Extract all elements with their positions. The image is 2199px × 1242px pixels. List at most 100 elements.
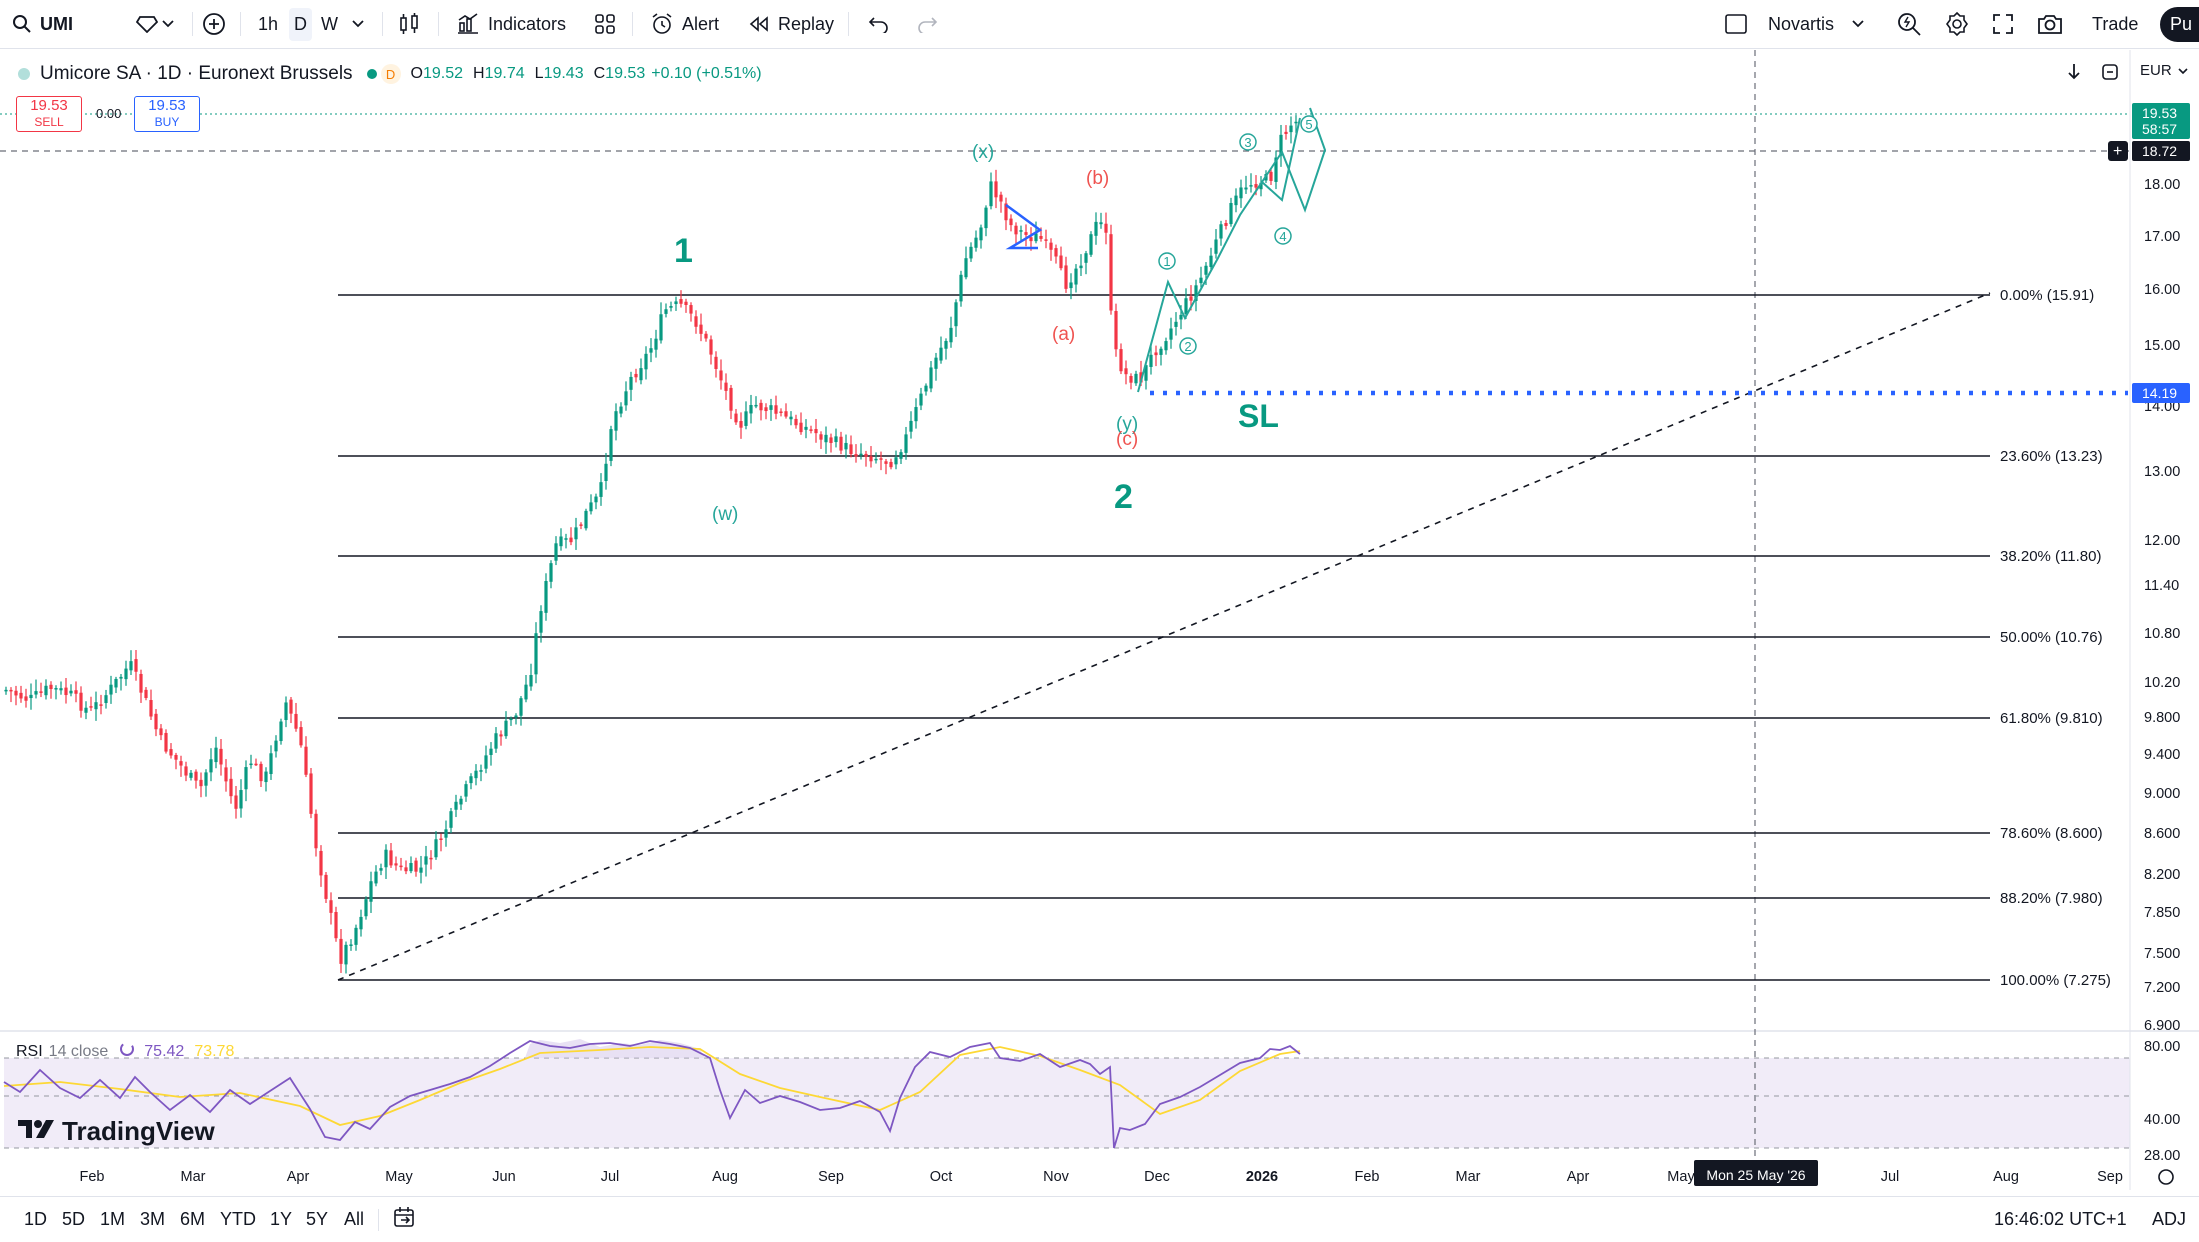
candle-body bbox=[559, 536, 563, 547]
candle-body bbox=[379, 868, 383, 871]
scroll-to-latest-button[interactable] bbox=[2066, 62, 2082, 87]
candle-body bbox=[839, 436, 843, 451]
candle-body bbox=[169, 749, 173, 756]
redo-button[interactable] bbox=[916, 0, 938, 48]
candle-body bbox=[1204, 265, 1208, 275]
range-5d[interactable]: 5D bbox=[62, 1197, 85, 1242]
sell-button[interactable]: 19.53 SELL bbox=[16, 96, 82, 132]
grid-icon bbox=[594, 13, 616, 35]
candle-body bbox=[704, 333, 708, 339]
range-ytd[interactable]: YTD bbox=[220, 1197, 256, 1242]
time-tick: Jun bbox=[492, 1169, 515, 1185]
candle-body bbox=[614, 411, 618, 431]
layout-select[interactable]: Novartis bbox=[1724, 0, 1864, 48]
undo-button[interactable] bbox=[868, 0, 890, 48]
templates-button[interactable] bbox=[594, 0, 616, 48]
snapshot-button[interactable] bbox=[2036, 0, 2064, 48]
candle-body bbox=[564, 538, 568, 540]
timezone-button[interactable]: 16:46:02 UTC+1 bbox=[1994, 1197, 2127, 1242]
candle-body bbox=[1234, 195, 1238, 206]
alert-button[interactable]: Alert bbox=[650, 0, 719, 48]
interval-menu-button[interactable] bbox=[352, 0, 364, 48]
replay-button[interactable]: Replay bbox=[748, 0, 834, 48]
price-axis[interactable]: 18.00 17.00 16.00 15.00 14.00 13.00 12.0… bbox=[2144, 177, 2180, 1164]
settings-button[interactable] bbox=[1944, 0, 1970, 48]
range-1y[interactable]: 1Y bbox=[270, 1197, 292, 1242]
price-chart[interactable]: 0.00% (15.91) 23.60% (13.23) 38.20% (11.80… bbox=[0, 50, 2199, 1192]
candle-body bbox=[999, 194, 1003, 202]
symbol-search[interactable]: UMI bbox=[12, 0, 73, 48]
candle-body bbox=[1114, 311, 1118, 350]
adj-label: ADJ bbox=[2152, 1209, 2187, 1229]
buy-price: 19.53 bbox=[148, 97, 186, 114]
stop-price-tag bbox=[2132, 383, 2190, 403]
rsi-pane[interactable] bbox=[3, 1039, 2130, 1149]
candle-body bbox=[9, 689, 13, 692]
rsi-legend[interactable]: RSI 14 close 75.42 73.78 bbox=[16, 1040, 234, 1063]
candle-body bbox=[134, 659, 138, 672]
price-tick: 18.00 bbox=[2144, 177, 2180, 193]
indicators-button[interactable]: Indicators bbox=[456, 0, 566, 48]
time-axis-settings-button[interactable] bbox=[2158, 1169, 2174, 1185]
sell-price: 19.53 bbox=[30, 97, 68, 114]
adjust-button[interactable]: ADJ bbox=[2152, 1197, 2186, 1242]
candle-body bbox=[984, 207, 988, 229]
wave-c-label: (c) bbox=[1116, 429, 1138, 450]
autoscale-button[interactable] bbox=[2100, 62, 2120, 87]
candle-body bbox=[1014, 225, 1018, 235]
candle-body bbox=[759, 402, 763, 411]
range-all[interactable]: All bbox=[344, 1197, 364, 1242]
fibonacci-retracement[interactable]: 0.00% (15.91) 23.60% (13.23) 38.20% (11.80… bbox=[338, 287, 2111, 989]
candle-body bbox=[419, 867, 423, 873]
trade-label: Trade bbox=[2092, 13, 2139, 34]
top-toolbar: UMI 1h D W Indicators Alert Replay Novar… bbox=[0, 0, 2199, 49]
candle-body bbox=[1069, 282, 1073, 289]
add-symbol-button[interactable] bbox=[202, 0, 226, 48]
candle-body bbox=[319, 850, 323, 876]
gear-icon bbox=[2158, 1169, 2174, 1185]
candle-body bbox=[1009, 218, 1013, 226]
candle-body bbox=[1134, 373, 1138, 384]
fullscreen-button[interactable] bbox=[1992, 0, 2014, 48]
candle-body bbox=[1279, 134, 1283, 156]
candle-body bbox=[1124, 368, 1128, 375]
candle-body bbox=[994, 181, 998, 198]
candle-body bbox=[239, 790, 243, 809]
time-tick: Mar bbox=[181, 1169, 206, 1185]
go-to-date-button[interactable] bbox=[392, 1197, 416, 1242]
compare-button[interactable] bbox=[136, 0, 174, 48]
range-6m[interactable]: 6M bbox=[180, 1197, 205, 1242]
range-1m[interactable]: 1M bbox=[100, 1197, 125, 1242]
currency-select[interactable]: EUR bbox=[2140, 62, 2188, 79]
chart-type-button[interactable] bbox=[398, 0, 420, 48]
interval-1h[interactable]: 1h bbox=[258, 0, 278, 48]
bar-countdown: 58:57 bbox=[2142, 121, 2177, 137]
candle-body bbox=[1184, 298, 1188, 315]
minor-wave-2-marker bbox=[1179, 337, 1197, 355]
candle-body bbox=[784, 411, 788, 417]
status-badge: D bbox=[380, 64, 401, 84]
time-tick: May bbox=[1667, 1169, 1695, 1185]
candle-body bbox=[194, 771, 198, 781]
range-1d[interactable]: 1D bbox=[24, 1197, 47, 1242]
publish-button[interactable]: Pu bbox=[2160, 0, 2199, 48]
interval-w[interactable]: W bbox=[321, 0, 338, 48]
minor-wave-2-label: 2 bbox=[1184, 339, 1191, 354]
candle-body bbox=[1289, 125, 1293, 133]
market-open-dot bbox=[366, 69, 377, 79]
clock-label: 16:46:02 UTC+1 bbox=[1994, 1209, 2127, 1229]
quick-search-button[interactable] bbox=[1896, 0, 1922, 48]
candle-body bbox=[1144, 365, 1148, 381]
range-3m[interactable]: 3M bbox=[140, 1197, 165, 1242]
add-order-button[interactable] bbox=[2108, 141, 2128, 161]
candle-body bbox=[129, 661, 133, 671]
candle-body bbox=[444, 829, 448, 838]
price-tick: 15.00 bbox=[2144, 338, 2180, 354]
buy-button[interactable]: 19.53 BUY bbox=[134, 96, 200, 132]
trade-button[interactable]: Trade bbox=[2092, 0, 2138, 48]
time-axis[interactable]: Feb Mar Apr May Jun Jul Aug Sep Oct Nov … bbox=[80, 1160, 2123, 1186]
range-5y[interactable]: 5Y bbox=[306, 1197, 328, 1242]
interval-d[interactable]: D bbox=[289, 0, 312, 48]
fib-level-label: 38.20% (11.80) bbox=[2000, 548, 2101, 565]
